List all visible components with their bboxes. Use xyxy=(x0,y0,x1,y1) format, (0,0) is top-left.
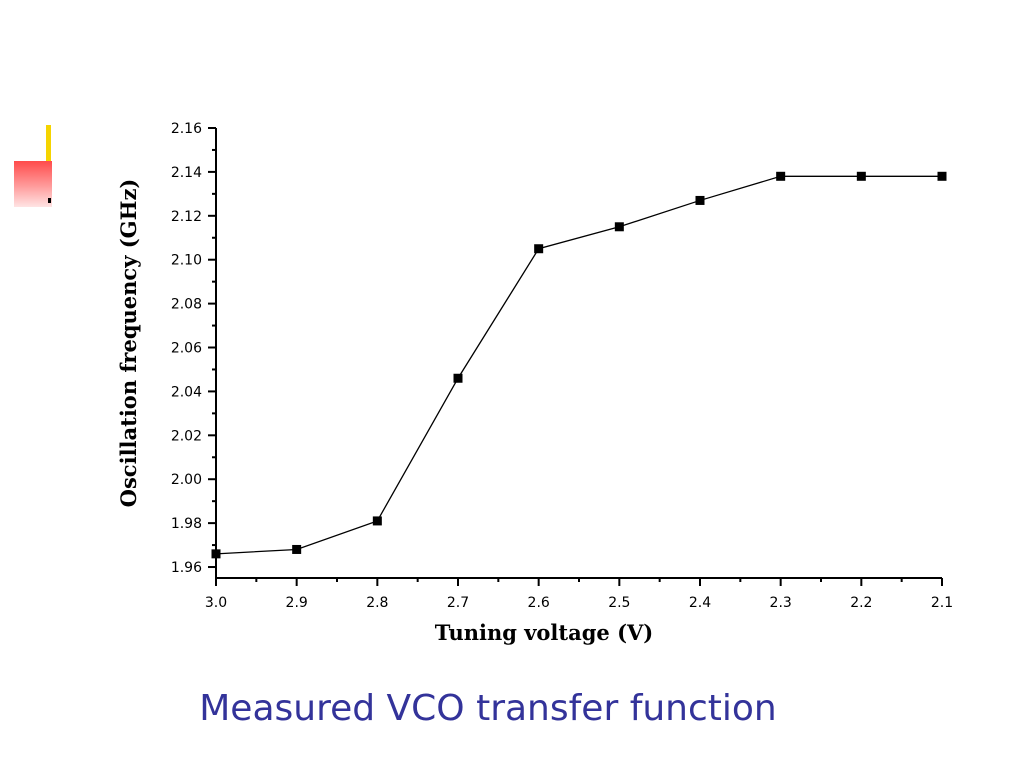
x-tick-label: 3.0 xyxy=(205,595,227,611)
x-tick-label: 2.4 xyxy=(689,595,711,611)
y-tick-label: 2.04 xyxy=(171,384,202,400)
x-tick-label: 2.5 xyxy=(608,595,630,611)
x-axis-title: Tuning voltage (V) xyxy=(435,620,654,645)
y-tick-label: 2.12 xyxy=(171,209,202,225)
data-point xyxy=(614,222,624,232)
x-tick-label: 2.9 xyxy=(286,595,308,611)
x-tick-label: 2.6 xyxy=(528,595,550,611)
series-line xyxy=(215,175,942,555)
data-point xyxy=(453,373,463,383)
data-point xyxy=(292,544,302,554)
y-tick-label: 1.96 xyxy=(171,560,202,576)
x-tick-label: 2.7 xyxy=(447,595,469,611)
data-point xyxy=(937,171,947,181)
data-point xyxy=(211,549,221,559)
y-tick-label: 2.06 xyxy=(171,341,202,357)
data-point xyxy=(534,244,544,254)
x-tick-label: 2.1 xyxy=(931,595,953,611)
data-point xyxy=(695,195,705,205)
data-point xyxy=(856,171,866,181)
bullet-dot xyxy=(48,198,51,203)
x-tick-label: 2.2 xyxy=(850,595,872,611)
y-tick-label: 2.08 xyxy=(171,297,202,313)
slide-caption: Measured VCO transfer function xyxy=(199,688,777,729)
y-tick-label: 2.02 xyxy=(171,428,202,444)
y-tick-label: 2.10 xyxy=(171,253,202,269)
y-axis-title: Oscillation frequency (GHz) xyxy=(116,179,141,508)
y-tick-label: 2.00 xyxy=(171,472,202,488)
red-gradient-square xyxy=(14,161,52,207)
y-tick-label: 2.14 xyxy=(171,165,202,181)
x-tick-label: 2.8 xyxy=(366,595,388,611)
y-tick-label: 1.98 xyxy=(171,516,202,532)
data-point xyxy=(776,171,786,181)
x-tick-label: 2.3 xyxy=(770,595,792,611)
y-tick-label: 2.16 xyxy=(171,121,202,137)
data-point xyxy=(372,516,382,526)
